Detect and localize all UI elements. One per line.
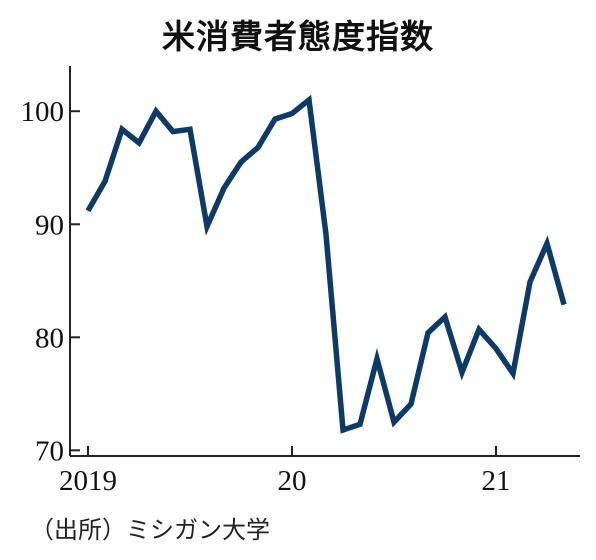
data-point — [410, 403, 412, 405]
data-point — [87, 210, 89, 212]
data-point — [138, 142, 140, 144]
series-line — [85, 94, 567, 434]
chart-title: 米消費者態度指数 — [162, 17, 434, 56]
data-point — [121, 128, 123, 130]
data-point — [274, 118, 276, 120]
data-point — [512, 372, 514, 374]
data-point — [104, 180, 106, 182]
data-point — [155, 110, 157, 112]
data-point — [189, 128, 191, 130]
y-tick-label: 70 — [35, 435, 64, 467]
data-point — [172, 131, 174, 133]
data-point — [359, 423, 361, 425]
series-group — [85, 94, 567, 434]
data-point — [206, 226, 208, 228]
data-point — [342, 429, 344, 431]
x-tick-label: 20 — [278, 465, 307, 497]
data-point — [427, 332, 429, 334]
data-point — [257, 146, 259, 148]
data-point — [376, 358, 378, 360]
data-point — [546, 242, 548, 244]
y-tick-label: 80 — [35, 322, 64, 354]
source-note: （出所）ミシガン大学 — [30, 516, 270, 544]
data-point — [495, 348, 497, 350]
data-point — [308, 99, 310, 101]
x-tick-label: 21 — [482, 465, 511, 497]
x-ticks: 2019 20 21 — [59, 446, 511, 497]
data-point — [393, 421, 395, 423]
x-tick-label: 2019 — [59, 465, 117, 497]
data-point — [444, 316, 446, 318]
data-point — [291, 112, 293, 114]
y-tick-label: 90 — [35, 209, 64, 241]
data-point — [325, 233, 327, 235]
data-point — [461, 371, 463, 373]
data-point — [478, 328, 480, 330]
data-point — [563, 304, 565, 306]
data-point — [223, 187, 225, 189]
data-point — [240, 161, 242, 163]
y-tick-label: 100 — [21, 96, 65, 128]
data-point — [529, 281, 531, 283]
y-ticks: 70 80 90 100 — [21, 96, 80, 467]
